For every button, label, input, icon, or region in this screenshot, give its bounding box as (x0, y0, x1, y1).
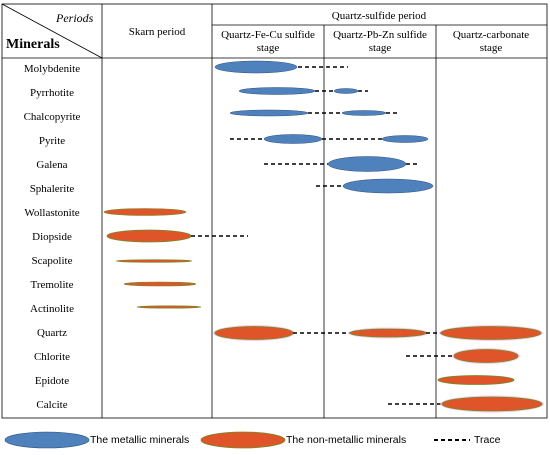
legend-trace-label: Trace (474, 434, 501, 446)
stage3-header-line2: stage (480, 42, 503, 54)
chalcopyrite-bar (341, 110, 387, 116)
galena-bar (327, 156, 407, 172)
occurrence-marks (103, 60, 544, 413)
epidote-bar (437, 375, 515, 385)
legend-nonmetallic-label: The non-metallic minerals (286, 434, 407, 446)
actinolite-bar (136, 305, 202, 309)
sphalerite-bar (342, 178, 434, 194)
mineral-label: Galena (36, 159, 67, 171)
mineral-label: Wollastonite (24, 207, 79, 219)
nonmetallic-swatch (200, 431, 286, 449)
mineral-label: Pyrrhotite (30, 87, 74, 99)
metallic-swatch (4, 431, 90, 449)
stage1-header-line2: stage (257, 42, 280, 54)
mineral-label: Molybdenite (24, 63, 80, 75)
mineral-label: Diopside (32, 231, 72, 243)
mineral-label: Tremolite (31, 279, 74, 291)
periods-label: Periods (55, 11, 94, 25)
legend-item-metallic: The metallic minerals (4, 428, 189, 452)
mineral-label: Pyrite (39, 135, 65, 147)
mineral-label: Chalcopyrite (24, 111, 81, 123)
pyrite-bar (381, 135, 429, 143)
stage2-header-line1: Quartz-Pb-Zn sulfide (333, 29, 427, 41)
skarn-period-header: Skarn period (129, 26, 186, 38)
mineral-label: Quartz (37, 327, 67, 339)
mineral-label: Chlorite (34, 351, 70, 363)
molybdenite-bar (214, 60, 298, 74)
chlorite-bar (453, 349, 519, 363)
wollastonite-bar (103, 208, 187, 216)
quartz-bar (440, 326, 542, 340)
diopside-bar (106, 229, 192, 243)
scapolite-bar (115, 259, 193, 263)
pyrrhotite-bar (238, 87, 316, 95)
chalcopyrite-bar (229, 109, 309, 117)
mineral-label: Epidote (35, 375, 69, 387)
mineral-labels: Molybdenite Pyrrhotite Chalcopyrite Pyri… (24, 63, 81, 411)
mineral-label: Sphalerite (30, 183, 75, 195)
legend: The metallic minerals The non-metallic m… (0, 428, 550, 452)
pyrite-bar (263, 134, 323, 144)
header-diagonal (1, 3, 103, 59)
legend-item-nonmetallic: The non-metallic minerals (200, 428, 406, 452)
mineral-label: Scapolite (32, 255, 73, 267)
trace-swatch (434, 439, 470, 441)
quartz-bar (349, 328, 427, 338)
stage2-header-line2: stage (369, 42, 392, 54)
mineral-label: Actinolite (30, 303, 74, 315)
stage1-header-line1: Quartz-Fe-Cu sulfide (221, 29, 315, 41)
quartz-bar (214, 326, 294, 340)
pyrrhotite-bar (333, 88, 359, 94)
legend-item-trace: Trace (432, 428, 500, 452)
minerals-label: Minerals (6, 37, 60, 52)
tremolite-bar (123, 281, 197, 287)
quartz-sulfide-period-header: Quartz-sulfide period (332, 10, 427, 22)
legend-metallic-label: The metallic minerals (90, 434, 190, 446)
mineral-label: Calcite (36, 399, 67, 411)
calcite-bar (441, 396, 543, 412)
stage3-header-line1: Quartz-carbonate (453, 29, 529, 41)
